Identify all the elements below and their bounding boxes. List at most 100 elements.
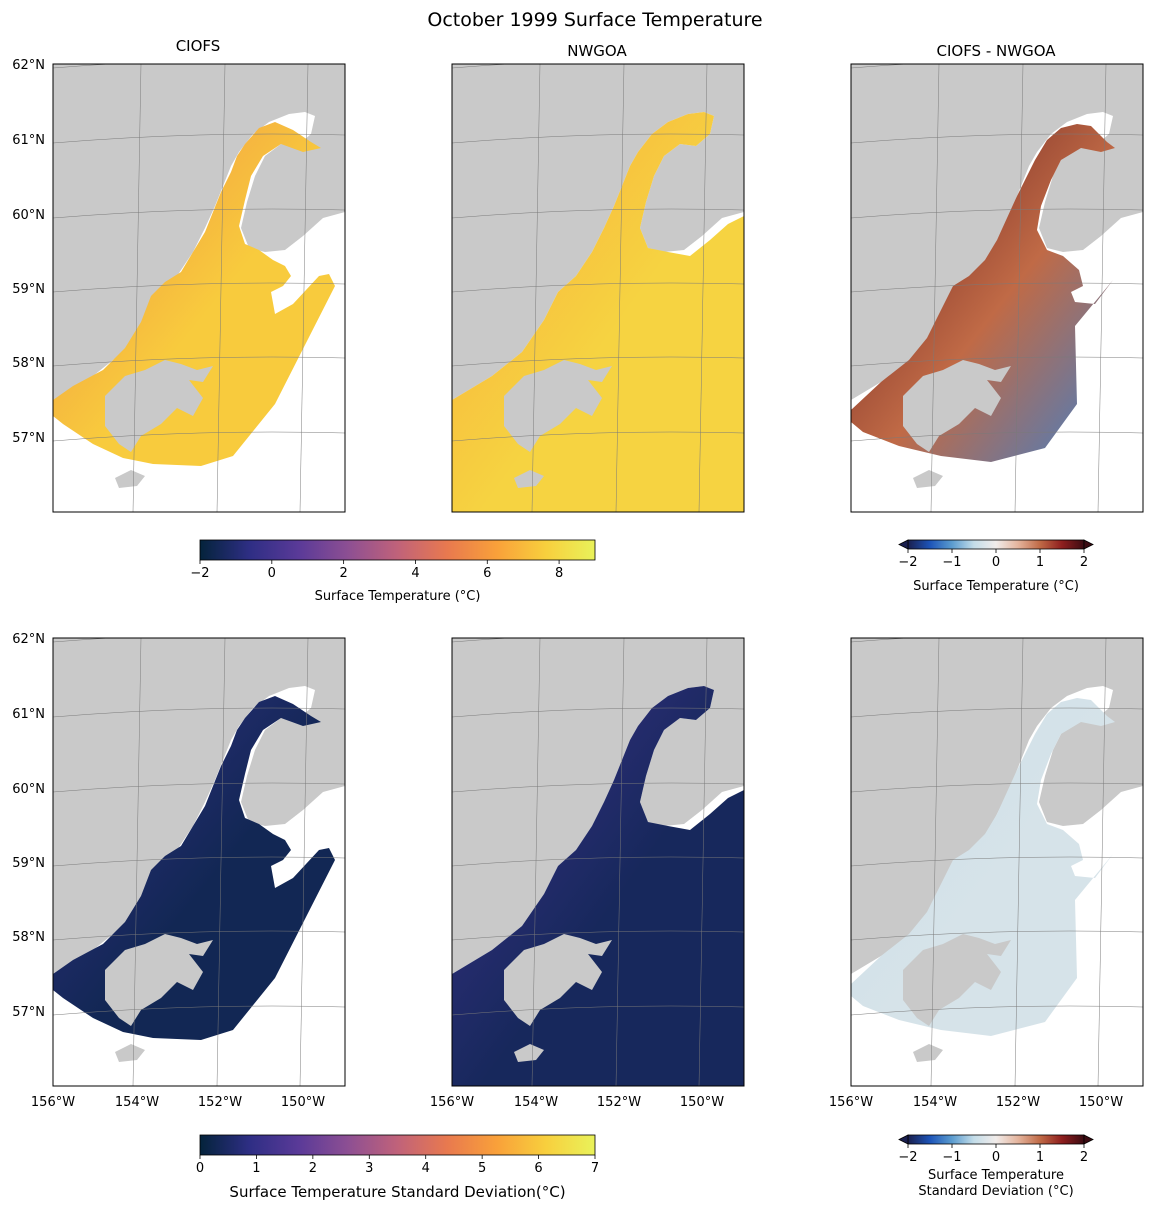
graticule-lat-line <box>53 856 345 867</box>
graticule-lon-line <box>615 638 625 1086</box>
kodiak-island <box>903 934 1011 1026</box>
panel-frame <box>850 63 1144 513</box>
graticule-lat-line <box>452 638 513 643</box>
graticule-lat-line <box>53 1005 345 1016</box>
colorbar-tick-label: 6 <box>534 1161 542 1176</box>
lon-tick-label: 150°W <box>281 1095 325 1110</box>
graticule-lon-line <box>216 64 226 512</box>
colorbar-extend-min <box>898 1134 909 1145</box>
graticule-lon-line <box>383 64 391 512</box>
lat-tick-label: 60°N <box>12 208 45 223</box>
kodiak-island <box>105 934 213 1026</box>
graticule-lat-line <box>851 208 1143 219</box>
lat-tick-label: 57°N <box>12 1005 45 1020</box>
graticule-lon-line <box>531 64 541 512</box>
panel-frame <box>451 637 745 1087</box>
map-panel-mean-diff <box>850 63 1144 513</box>
panel-frame <box>52 63 346 513</box>
colorbar-tick-label: 0 <box>992 1150 1000 1165</box>
graticule-lat-line <box>452 356 744 367</box>
graticule-lat-line <box>53 930 345 941</box>
colorbar-std-abs: 0 1 2 3 4 5 6 7 Surface Temperature Standard Dev… <box>196 1134 599 1201</box>
colorbar-gradient <box>907 1134 1085 1145</box>
lat-tick-label: 62°N <box>12 632 45 647</box>
graticule-lat-line <box>452 1005 744 1016</box>
graticule-lat-line <box>53 64 114 69</box>
graticule-lon-line <box>782 638 790 1086</box>
colorbar-tick-label: 0 <box>196 1161 204 1176</box>
land-mask <box>452 638 744 974</box>
graticule-lat-line <box>452 133 744 144</box>
lon-tick-label: 150°W <box>1079 1095 1123 1110</box>
colorbar-tick-label: −1 <box>942 555 961 570</box>
graticule-lat-line <box>851 431 1143 442</box>
colorbar-tick-label: 0 <box>268 566 276 581</box>
land-mask <box>851 638 1143 974</box>
data-field-std-diff <box>851 698 1115 1036</box>
graticule-lat-line <box>53 356 345 367</box>
lon-tick-label: 154°W <box>514 1095 558 1110</box>
graticule-lat-line <box>452 856 744 867</box>
map-panel-std-ciofs <box>52 637 391 1087</box>
graticule-lat-line <box>851 930 1143 941</box>
graticule-lon-line <box>782 64 790 512</box>
map-panel-mean-ciofs <box>52 63 391 513</box>
chirikof-island <box>514 470 544 488</box>
graticule-lon-line <box>531 638 541 1086</box>
colorbar-extend-max <box>1083 539 1094 550</box>
panel-title-ciofs: CIOFS <box>176 37 221 55</box>
graticule-lat-line <box>851 638 912 643</box>
graticule-lat-line <box>53 133 345 144</box>
colorbar-tick-label: 5 <box>478 1161 486 1176</box>
lon-tick-label: 152°W <box>198 1095 242 1110</box>
colorbar-extend-min <box>898 539 909 550</box>
colorbar-label: Surface Temperature (°C) <box>315 589 481 604</box>
graticule-lon-line <box>132 64 142 512</box>
lon-tick-label: 150°W <box>680 1095 724 1110</box>
figure-title: October 1999 Surface Temperature <box>427 9 762 31</box>
chirikof-island <box>514 1044 544 1062</box>
map-panel-mean-nwgoa <box>451 63 790 513</box>
lon-tick-label: 156°W <box>31 1095 75 1110</box>
colorbar-tick-label: 8 <box>555 566 563 581</box>
map-panel-std-nwgoa <box>451 637 790 1087</box>
land-mask <box>53 64 345 400</box>
graticule-lat-line <box>452 782 744 793</box>
graticule-lon-line <box>132 638 142 1086</box>
colorbar-tick-label: 4 <box>422 1161 430 1176</box>
lon-tick-label: 156°W <box>430 1095 474 1110</box>
panel-title-nwgoa: NWGOA <box>567 42 627 60</box>
lat-tick-label: 61°N <box>12 707 45 722</box>
colorbar-tick-label: −2 <box>190 566 209 581</box>
graticule-lat-line <box>452 282 744 293</box>
graticule-lon-line <box>698 64 708 512</box>
graticule-lat-line <box>53 707 345 718</box>
lat-tick-label: 58°N <box>12 356 45 371</box>
colorbar-label: Surface Temperature Standard Deviation(°… <box>229 1183 565 1201</box>
colorbar-tick-label: −2 <box>898 1150 917 1165</box>
lat-tick-label: 59°N <box>12 856 45 871</box>
graticule-lon-line <box>299 638 309 1086</box>
graticule-lat-line <box>53 282 345 293</box>
lon-tick-label: 152°W <box>597 1095 641 1110</box>
colorbar-extend-max <box>1083 1134 1094 1145</box>
panel-title-diff: CIOFS - NWGOA <box>936 42 1056 60</box>
colorbar-tick-label: 6 <box>483 566 491 581</box>
colorbar-tick-label: −1 <box>942 1150 961 1165</box>
colorbar-tick-label: 2 <box>1080 555 1088 570</box>
graticule-lat-line <box>851 856 1143 867</box>
graticule-lat-line <box>53 208 345 219</box>
graticule-lon-line <box>1014 638 1024 1086</box>
graticule-lat-line <box>53 431 345 442</box>
kodiak-island <box>105 360 213 452</box>
colorbar-label: Standard Deviation (°C) <box>918 1184 1073 1199</box>
graticule-lat-line <box>452 707 744 718</box>
panel-frame <box>451 63 745 513</box>
panel-frame <box>850 637 1144 1087</box>
graticule-lon-line <box>383 638 391 1086</box>
graticule-lat-line <box>851 707 1143 718</box>
colorbar-tick-label: 3 <box>365 1161 373 1176</box>
graticule-lon-line <box>1097 64 1107 512</box>
colorbar-gradient <box>199 1134 596 1156</box>
